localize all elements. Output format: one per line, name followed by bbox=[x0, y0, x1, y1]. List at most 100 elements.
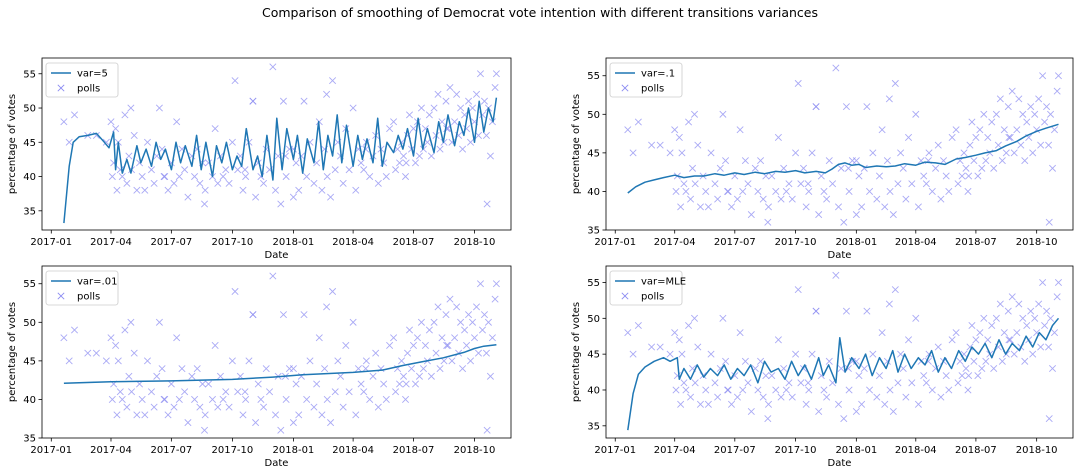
poll-point bbox=[201, 200, 209, 208]
poll-point bbox=[436, 145, 444, 153]
poll-point bbox=[118, 395, 126, 403]
poll-point bbox=[808, 350, 816, 358]
poll-point bbox=[334, 357, 342, 365]
poll-point bbox=[968, 321, 976, 330]
poll-point bbox=[671, 126, 679, 134]
series-line bbox=[627, 317, 1060, 431]
poll-point bbox=[214, 403, 222, 411]
poll-point bbox=[792, 149, 800, 157]
poll-point bbox=[733, 195, 741, 203]
poll-point bbox=[327, 419, 335, 427]
poll-point bbox=[127, 104, 135, 112]
poll-point bbox=[768, 172, 776, 180]
poll-point bbox=[1010, 149, 1018, 157]
poll-point bbox=[279, 311, 287, 319]
poll-point bbox=[945, 187, 953, 195]
poll-point bbox=[143, 138, 151, 146]
legend-box bbox=[45, 62, 119, 98]
poll-point bbox=[889, 407, 897, 416]
poll-point bbox=[390, 118, 398, 126]
poll-point bbox=[160, 395, 168, 403]
poll-point bbox=[1023, 118, 1031, 126]
poll-point bbox=[820, 187, 828, 195]
poll-point bbox=[881, 203, 889, 211]
x-tick-label: 2017-07 bbox=[714, 237, 756, 248]
poll-point bbox=[711, 180, 719, 188]
poll-point bbox=[1045, 218, 1053, 226]
poll-point bbox=[434, 90, 442, 98]
poll-point bbox=[173, 334, 181, 342]
y-tick-label: 50 bbox=[23, 318, 36, 329]
y-tick-label: 35 bbox=[23, 206, 36, 217]
poll-point bbox=[425, 111, 433, 119]
poll-point bbox=[844, 164, 852, 172]
poll-point bbox=[899, 164, 907, 172]
poll-point bbox=[860, 364, 868, 373]
x-tick-label: 2018-01 bbox=[273, 445, 315, 456]
poll-point bbox=[886, 187, 894, 195]
poll-point bbox=[1021, 357, 1029, 365]
poll-point bbox=[279, 97, 287, 105]
poll-point bbox=[744, 379, 752, 387]
poll-point bbox=[310, 179, 318, 187]
y-axis-label: percentage of votes bbox=[7, 94, 18, 194]
poll-point bbox=[774, 133, 782, 141]
poll-point bbox=[60, 118, 68, 126]
legend-label-line: var=.01 bbox=[77, 277, 117, 288]
poll-point bbox=[1023, 321, 1031, 330]
poll-point bbox=[869, 350, 877, 358]
legend-box bbox=[609, 62, 683, 98]
poll-point bbox=[478, 326, 486, 334]
poll-point bbox=[398, 357, 406, 365]
poll-point bbox=[366, 395, 374, 403]
poll-point bbox=[327, 193, 335, 201]
poll-point bbox=[805, 187, 813, 195]
poll-point bbox=[442, 311, 450, 319]
figure-title: Comparison of smoothing of Democrat vote… bbox=[261, 5, 818, 20]
poll-point bbox=[463, 341, 471, 349]
poll-point bbox=[400, 372, 408, 380]
x-tick-label: 2018-10 bbox=[1016, 237, 1058, 248]
poll-point bbox=[469, 104, 477, 112]
poll-point bbox=[446, 295, 454, 303]
poll-point bbox=[1039, 278, 1047, 287]
poll-point bbox=[472, 303, 481, 311]
poll-point bbox=[716, 364, 724, 373]
poll-point bbox=[474, 349, 483, 357]
poll-point bbox=[150, 403, 158, 411]
poll-point bbox=[125, 152, 133, 160]
poll-point bbox=[292, 380, 300, 388]
poll-point bbox=[1049, 364, 1057, 373]
poll-point bbox=[777, 195, 785, 203]
poll-point bbox=[339, 403, 347, 411]
poll-point bbox=[357, 380, 365, 388]
poll-point bbox=[925, 149, 933, 157]
legend: var=.1 polls bbox=[609, 62, 683, 98]
x-tick-label: 2018-07 bbox=[393, 445, 435, 456]
poll-point bbox=[349, 104, 357, 112]
poll-point bbox=[694, 343, 702, 351]
legend: var=.01 polls bbox=[45, 270, 119, 306]
poll-point bbox=[952, 329, 960, 337]
poll-point bbox=[147, 388, 155, 396]
poll-point bbox=[719, 314, 727, 322]
poll-point bbox=[986, 149, 994, 157]
x-tick-label: 2017-10 bbox=[211, 237, 253, 248]
poll-point bbox=[442, 97, 450, 105]
poll-point bbox=[768, 372, 776, 380]
poll-point bbox=[834, 400, 843, 408]
poll-point bbox=[289, 365, 297, 373]
poll-point bbox=[656, 343, 664, 351]
y-tick-label: 45 bbox=[23, 356, 36, 367]
poll-point bbox=[342, 341, 350, 349]
poll-point bbox=[920, 172, 928, 180]
poll-point bbox=[881, 400, 889, 408]
y-axis-label: percentage of votes bbox=[7, 302, 18, 402]
poll-point bbox=[249, 97, 257, 105]
poll-point bbox=[634, 321, 642, 330]
legend: var=5 polls bbox=[45, 62, 119, 98]
poll-point bbox=[289, 193, 297, 201]
poll-point bbox=[878, 329, 886, 337]
poll-point bbox=[113, 411, 121, 419]
poll-point bbox=[733, 393, 741, 401]
